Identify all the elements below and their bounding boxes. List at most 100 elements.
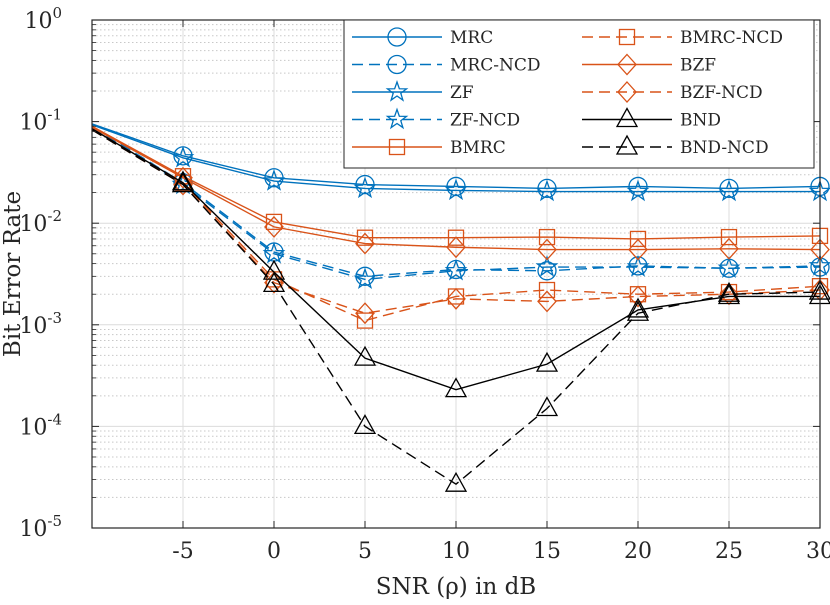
x-tick-label: 0	[267, 539, 281, 564]
data-point-bmrc-ncd	[538, 281, 556, 299]
data-point-bmrc	[265, 213, 283, 231]
y-tick-label: 10-5	[19, 512, 62, 542]
legend-entry-bnd: BND	[582, 107, 721, 131]
data-point-zf-ncd	[353, 267, 377, 290]
legend-marker-bzf-ncd	[617, 81, 637, 103]
data-point-zf	[626, 179, 650, 202]
legend-marker-bmrc	[388, 138, 406, 156]
series-line-bzf-ncd	[91, 129, 821, 314]
series-line-bnd-ncd	[91, 129, 821, 486]
data-point-bmrc	[447, 229, 465, 246]
y-tick-label: 10-3	[19, 309, 62, 339]
data-point-bnd	[626, 297, 650, 318]
legend-marker-zf	[385, 80, 409, 102]
legend-entry-bzf-ncd: BZF-NCD	[582, 81, 763, 103]
x-tick-label: 10	[442, 539, 470, 564]
series-bzf	[91, 126, 830, 261]
legend-entry-mrc-ncd: MRC-NCD	[352, 54, 540, 76]
data-point-mrc-ncd	[537, 261, 557, 281]
legend-marker-mrc-ncd	[387, 54, 407, 75]
y-axis-label: Bit Error Rate	[0, 191, 26, 357]
data-point-bzf	[173, 166, 193, 189]
legend-box	[343, 19, 815, 169]
data-point-zf-ncd	[717, 256, 741, 278]
data-point-zf	[353, 176, 377, 199]
legend-entry-bnd-ncd: BND-NCD	[582, 134, 769, 158]
legend-entry-bmrc-ncd: BMRC-NCD	[582, 28, 783, 48]
x-tick-label: 15	[533, 539, 561, 564]
data-point-bzf-ncd	[446, 287, 466, 310]
legend-entry-mrc: MRC	[352, 27, 493, 48]
data-point-bnd-ncd	[717, 281, 741, 302]
data-point-bmrc	[629, 230, 647, 248]
data-point-bmrc-ncd	[356, 312, 374, 329]
y-tick-label: 10-4	[19, 410, 62, 440]
data-point-bzf-ncd	[355, 302, 375, 325]
y-tick-label: 10-2	[19, 207, 62, 237]
y-tick-label: 10-1	[19, 106, 62, 136]
legend-marker-bmrc-ncd	[618, 28, 636, 46]
data-point-mrc	[355, 174, 375, 195]
x-tick-label: 20	[624, 539, 652, 564]
data-point-bzf	[537, 238, 557, 261]
series-line-bmrc-ncd	[91, 128, 821, 322]
data-point-zf-ncd	[535, 255, 559, 277]
data-point-zf-ncd	[626, 255, 650, 277]
data-point-bnd	[444, 377, 468, 398]
series-bnd	[91, 128, 830, 398]
data-point-zf-ncd	[444, 258, 468, 281]
legend-label-zf: ZF	[450, 83, 474, 103]
data-point-bnd-ncd	[171, 172, 195, 193]
legend-label-bmrc-ncd: BMRC-NCD	[680, 28, 783, 48]
data-point-zf-ncd	[262, 241, 286, 264]
data-point-bnd	[171, 170, 195, 191]
data-point-bnd	[353, 345, 377, 366]
series-line-zf	[91, 124, 820, 193]
data-point-bzf	[628, 238, 648, 261]
data-point-zf	[535, 179, 559, 202]
series-bnd-ncd	[91, 129, 830, 492]
legend-label-bzf-ncd: BZF-NCD	[680, 83, 763, 103]
data-point-mrc	[446, 176, 466, 197]
series-line-bnd	[91, 128, 820, 391]
x-axis-label: SNR (ρ) in dB	[376, 574, 536, 600]
x-tick-label: 25	[715, 539, 743, 564]
data-point-bnd-ncd	[444, 471, 468, 492]
legend-label-bmrc: BMRC	[450, 138, 506, 158]
data-point-zf	[262, 169, 286, 191]
x-tick-label: 30	[806, 539, 830, 564]
series-line-mrc	[91, 123, 821, 190]
legend-marker-mrc	[387, 27, 407, 47]
legend-marker-zf-ncd	[385, 107, 409, 130]
data-point-bnd-ncd	[262, 272, 286, 293]
data-point-bnd-ncd	[353, 414, 377, 435]
x-tick-label: -5	[172, 539, 193, 564]
series-line-zf-ncd	[91, 126, 821, 281]
data-point-zf	[171, 145, 195, 168]
y-tick-label: 100	[24, 4, 62, 34]
data-point-bnd	[717, 284, 741, 305]
data-point-bnd	[262, 259, 286, 280]
legend-entry-zf: ZF	[352, 80, 474, 103]
legend-label-bzf: BZF	[680, 56, 716, 76]
legend-label-mrc-ncd: MRC-NCD	[450, 56, 540, 76]
data-point-zf	[717, 179, 741, 202]
data-point-zf	[444, 178, 468, 201]
legend-entry-bmrc: BMRC	[352, 138, 506, 158]
data-point-bmrc	[720, 228, 738, 246]
series-layer	[91, 123, 830, 492]
data-point-bnd	[535, 351, 559, 372]
legend-label-zf-ncd: ZF-NCD	[450, 111, 520, 131]
legend-label-mrc: MRC	[450, 28, 493, 48]
data-point-bzf	[446, 236, 466, 259]
legend-label-bnd-ncd: BND-NCD	[680, 138, 769, 158]
legend-entry-zf-ncd: ZF-NCD	[352, 107, 520, 131]
data-point-bzf	[355, 232, 375, 255]
legend-marker-bnd	[615, 107, 639, 128]
series-zf	[91, 124, 830, 202]
data-point-bmrc	[538, 228, 556, 246]
data-point-bnd-ncd	[626, 300, 650, 321]
legend-entry-bzf: BZF	[582, 53, 716, 76]
